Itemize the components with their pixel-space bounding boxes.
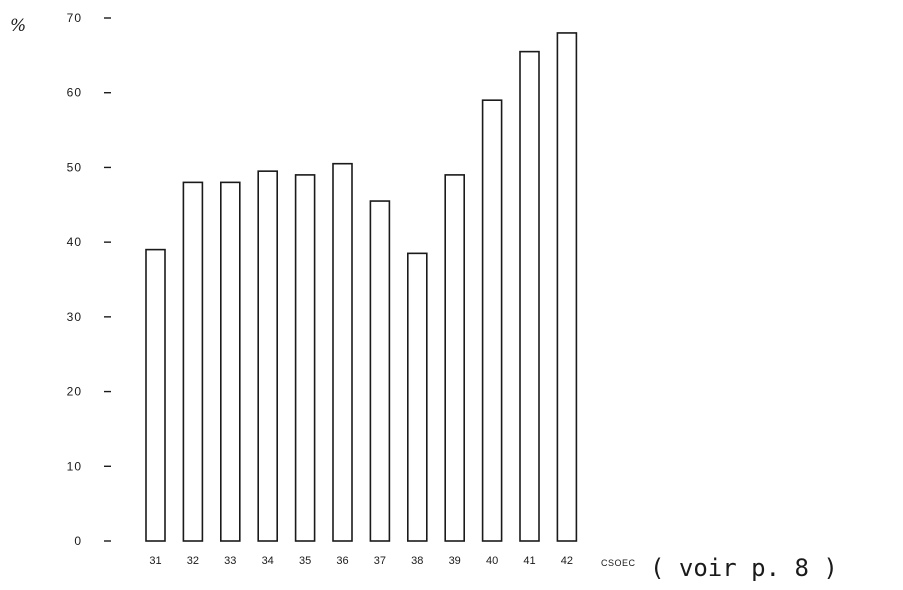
page-reference-note: ( voir p. 8 ) xyxy=(650,554,838,582)
bar-40 xyxy=(481,99,503,542)
x-tick-label: 31 xyxy=(149,555,161,567)
bars xyxy=(145,32,578,542)
x-tick-label: 39 xyxy=(449,555,461,567)
bar-39 xyxy=(444,174,466,542)
y-tick-label: 10 xyxy=(67,459,82,473)
y-tick-label: 70 xyxy=(67,11,82,25)
bar-36 xyxy=(332,162,353,542)
y-tick-label: 30 xyxy=(67,310,82,324)
x-axis-label: CSOEC xyxy=(601,558,636,568)
x-tick-label: 34 xyxy=(262,555,274,567)
x-tick-label: 38 xyxy=(411,555,423,567)
x-tick-label: 36 xyxy=(336,555,348,567)
x-tick-label: 40 xyxy=(486,555,498,567)
bar-34 xyxy=(257,170,279,542)
bar-31 xyxy=(145,248,166,542)
y-tick-label: 40 xyxy=(67,235,82,249)
bar-35 xyxy=(294,174,316,542)
y-tick-label: 20 xyxy=(67,385,82,399)
x-tick-label: 32 xyxy=(187,555,199,567)
y-axis: 0 10 20 30 40 50 60 70 xyxy=(67,11,111,548)
bar-41 xyxy=(519,50,540,542)
bar-37 xyxy=(369,200,391,542)
x-tick-label: 41 xyxy=(523,555,535,567)
bar-38 xyxy=(406,252,428,542)
y-tick-label: 50 xyxy=(67,160,82,174)
y-tick-label: 60 xyxy=(67,86,82,100)
x-axis: 31 32 33 34 35 36 37 38 39 40 41 42 xyxy=(149,555,573,567)
bar-42 xyxy=(556,32,578,542)
x-tick-label: 37 xyxy=(374,555,386,567)
x-tick-label: 33 xyxy=(224,555,236,567)
x-tick-label: 35 xyxy=(299,555,311,567)
y-tick-label: 0 xyxy=(74,534,82,548)
bar-32 xyxy=(182,181,204,542)
bar-33 xyxy=(220,181,241,542)
y-axis-unit-label: % xyxy=(10,16,26,36)
x-tick-label: 42 xyxy=(561,555,573,567)
